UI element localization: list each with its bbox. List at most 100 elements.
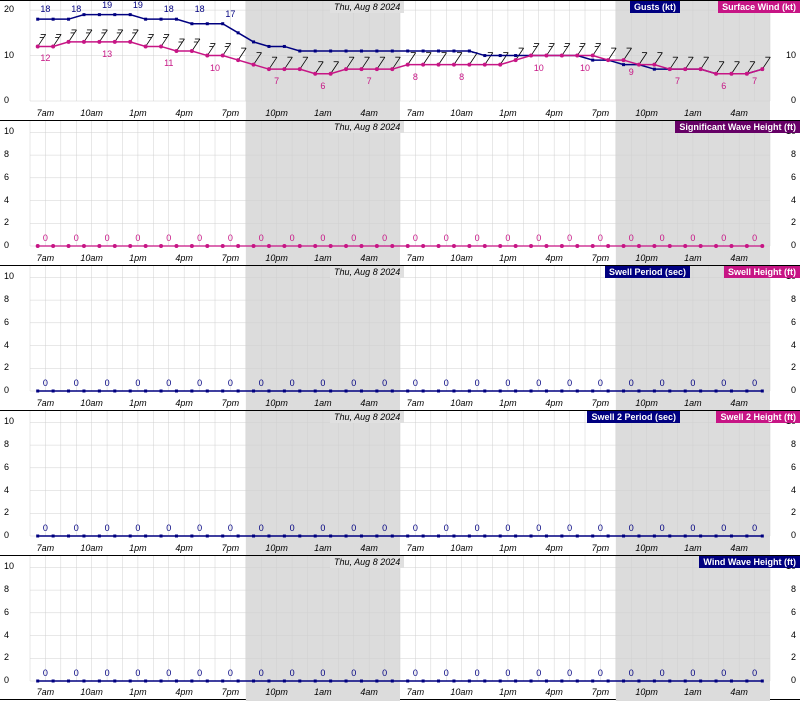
y-tick-label-right: 8 bbox=[791, 149, 796, 159]
x-tick-label: 7pm bbox=[592, 687, 610, 697]
data-point-label: 0 bbox=[382, 523, 387, 533]
data-point-label: 0 bbox=[290, 523, 295, 533]
y-tick-label: 6 bbox=[4, 462, 9, 472]
x-tick-label: 7pm bbox=[592, 253, 610, 263]
x-tick-label: 1am bbox=[684, 108, 702, 118]
x-tick-label: 10pm bbox=[265, 687, 288, 697]
panel-swell: 002244668810107am10am1pm4pm7pm10pm1am4am… bbox=[0, 265, 800, 410]
data-point-label: 0 bbox=[351, 378, 356, 388]
x-tick-label: 4am bbox=[360, 543, 378, 553]
x-tick-label: 4pm bbox=[545, 108, 563, 118]
x-tick-label: 7am bbox=[407, 108, 425, 118]
legend-gusts-kt-: Gusts (kt) bbox=[630, 1, 680, 13]
data-point-label: 6 bbox=[320, 81, 325, 91]
x-tick-label: 4am bbox=[360, 687, 378, 697]
data-point-label: 0 bbox=[505, 523, 510, 533]
legend-swell-period-sec-: Swell Period (sec) bbox=[605, 266, 690, 278]
data-point-label: 0 bbox=[752, 523, 757, 533]
data-point-label: 0 bbox=[752, 233, 757, 243]
legend-swell-2-period-sec-: Swell 2 Period (sec) bbox=[587, 411, 680, 423]
x-tick-label: 7am bbox=[37, 543, 55, 553]
data-point-label: 8 bbox=[413, 72, 418, 82]
x-tick-label: 7pm bbox=[222, 108, 240, 118]
data-point-label: 0 bbox=[721, 378, 726, 388]
x-tick-label: 10am bbox=[80, 687, 103, 697]
y-tick-label-right: 6 bbox=[791, 462, 796, 472]
data-point-label: 0 bbox=[690, 233, 695, 243]
data-point-label: 0 bbox=[259, 668, 264, 678]
data-point-label: 0 bbox=[598, 378, 603, 388]
data-point-label: 0 bbox=[43, 668, 48, 678]
data-point-label: 0 bbox=[290, 378, 295, 388]
y-tick-label: 2 bbox=[4, 652, 9, 662]
data-point-label: 0 bbox=[43, 378, 48, 388]
data-point-label: 0 bbox=[505, 378, 510, 388]
x-tick-label: 10am bbox=[450, 253, 473, 263]
date-label: Thu, Aug 8 2024 bbox=[330, 266, 404, 278]
data-point-label: 0 bbox=[536, 523, 541, 533]
data-point-label: 0 bbox=[135, 668, 140, 678]
x-tick-label: 10pm bbox=[265, 398, 288, 408]
data-point-label: 0 bbox=[505, 668, 510, 678]
data-point-label: 19 bbox=[133, 0, 143, 10]
data-point-label: 0 bbox=[135, 378, 140, 388]
y-tick-label-right: 8 bbox=[791, 294, 796, 304]
data-point-label: 0 bbox=[475, 668, 480, 678]
y-tick-label: 10 bbox=[4, 50, 14, 60]
y-tick-label-right: 6 bbox=[791, 607, 796, 617]
y-tick-label-right: 0 bbox=[791, 530, 796, 540]
data-point-label: 17 bbox=[225, 9, 235, 19]
x-tick-label: 7pm bbox=[222, 543, 240, 553]
data-point-label: 7 bbox=[367, 76, 372, 86]
x-tick-label: 7am bbox=[37, 108, 55, 118]
y-tick-label-right: 0 bbox=[791, 675, 796, 685]
x-tick-label: 10pm bbox=[635, 543, 658, 553]
data-point-label: 0 bbox=[259, 378, 264, 388]
data-point-label: 18 bbox=[164, 4, 174, 14]
panel-swell2: 002244668810107am10am1pm4pm7pm10pm1am4am… bbox=[0, 410, 800, 555]
data-point-label: 0 bbox=[444, 668, 449, 678]
legend-significant-wave-height-ft-: Significant Wave Height (ft) bbox=[675, 121, 800, 133]
legend-surface-wind-kt-: Surface Wind (kt) bbox=[718, 1, 800, 13]
y-tick-label: 6 bbox=[4, 317, 9, 327]
legend-swell-height-ft-: Swell Height (ft) bbox=[724, 266, 800, 278]
data-point-label: 0 bbox=[413, 668, 418, 678]
y-tick-label: 10 bbox=[4, 561, 14, 571]
x-tick-label: 10am bbox=[450, 543, 473, 553]
x-tick-label: 1am bbox=[314, 108, 332, 118]
data-point-label: 10 bbox=[580, 63, 590, 73]
y-tick-label: 8 bbox=[4, 584, 9, 594]
panel-wave: 002244668810107am10am1pm4pm7pm10pm1am4am… bbox=[0, 120, 800, 265]
x-tick-label: 4am bbox=[730, 687, 748, 697]
data-point-label: 0 bbox=[629, 523, 634, 533]
data-point-label: 0 bbox=[197, 668, 202, 678]
data-point-label: 0 bbox=[105, 233, 110, 243]
y-tick-label: 4 bbox=[4, 195, 9, 205]
data-point-label: 0 bbox=[135, 523, 140, 533]
y-tick-label: 8 bbox=[4, 294, 9, 304]
x-tick-label: 4pm bbox=[545, 543, 563, 553]
x-tick-label: 4pm bbox=[545, 687, 563, 697]
legend-wind-wave-height-ft-: Wind Wave Height (ft) bbox=[699, 556, 800, 568]
x-tick-label: 7pm bbox=[222, 253, 240, 263]
data-point-label: 0 bbox=[320, 523, 325, 533]
x-tick-label: 7am bbox=[407, 543, 425, 553]
y-tick-label-right: 8 bbox=[791, 439, 796, 449]
x-tick-label: 1am bbox=[314, 543, 332, 553]
data-point-label: 6 bbox=[721, 81, 726, 91]
data-point-label: 0 bbox=[690, 378, 695, 388]
data-point-label: 7 bbox=[675, 76, 680, 86]
x-tick-label: 1pm bbox=[129, 398, 147, 408]
data-point-label: 0 bbox=[382, 668, 387, 678]
data-point-label: 0 bbox=[413, 378, 418, 388]
panel-wind: 00101020207am10am1pm4pm7pm10pm1am4am7am1… bbox=[0, 0, 800, 120]
x-tick-label: 10am bbox=[80, 398, 103, 408]
y-tick-label: 20 bbox=[4, 4, 14, 14]
data-point-label: 0 bbox=[259, 523, 264, 533]
data-point-label: 0 bbox=[228, 378, 233, 388]
data-point-label: 9 bbox=[629, 67, 634, 77]
data-point-label: 0 bbox=[166, 233, 171, 243]
x-tick-label: 10am bbox=[450, 108, 473, 118]
data-point-label: 8 bbox=[459, 72, 464, 82]
data-point-label: 18 bbox=[195, 4, 205, 14]
